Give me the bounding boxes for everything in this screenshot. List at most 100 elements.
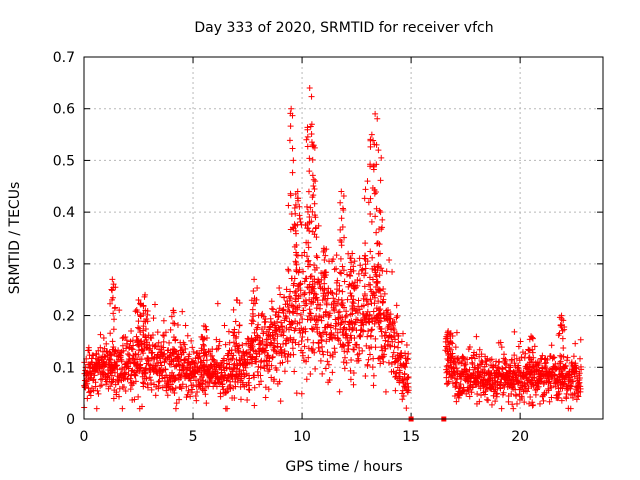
data-point [231,395,238,402]
peak-point [293,259,300,266]
peak-point [171,320,178,327]
peak-point [313,294,320,301]
data-point [529,402,536,409]
data-point [349,325,356,332]
peak-point [292,201,299,208]
data-point [144,384,151,391]
data-point [128,345,135,352]
peak-point [377,306,384,313]
data-point [351,335,358,342]
peak-point [375,287,382,294]
data-point [393,302,400,309]
data-point [220,386,227,393]
data-point [503,361,510,368]
data-point [480,366,487,373]
peak-point [140,310,147,317]
data-point [118,356,125,363]
data-point [326,310,333,317]
peak-point [367,211,374,218]
data-point [97,331,104,338]
peak-point [557,364,564,371]
peak-point [341,304,348,311]
data-point [318,314,325,321]
peak-point [203,334,210,341]
peak-point [289,169,296,176]
peak-point [373,273,380,280]
data-point [196,353,203,360]
peak-point [200,336,207,343]
peak-point [369,254,376,261]
data-point [284,301,291,308]
data-point [251,384,258,391]
data-point [199,381,206,388]
data-point [532,391,539,398]
data-point [277,398,284,405]
peak-point [309,172,316,179]
data-point [176,396,183,403]
data-point [217,393,224,400]
peak-point [348,259,355,266]
peak-point [143,344,150,351]
y-tick-label: 0.6 [53,102,75,118]
data-point [190,348,197,355]
data-point [386,257,393,264]
data-point [232,383,239,390]
data-point [166,353,173,360]
peak-point [108,352,115,359]
data-point [367,333,374,340]
data-point [341,354,348,361]
peak-point [311,144,318,151]
peak-point [312,178,319,185]
data-point [340,359,347,366]
peak-point [287,123,294,130]
peak-point [362,315,369,322]
data-point [362,372,369,379]
data-point [308,315,315,322]
data-point [513,371,520,378]
data-point [557,352,564,359]
data-point [358,267,365,274]
data-point [329,369,336,376]
data-point [366,318,373,325]
data-point [283,286,290,293]
data-point [182,322,189,329]
data-point [221,322,228,329]
data-point [405,350,412,357]
peak-point [340,267,347,274]
data-point [540,397,547,404]
data-point [546,378,553,385]
data-point [280,328,287,335]
peak-point [377,177,384,184]
data-point [139,347,146,354]
data-point [261,348,268,355]
peak-point [307,204,314,211]
peak-point [295,197,302,204]
data-point [341,278,348,285]
data-point [343,308,350,315]
data-point [300,307,307,314]
peak-point [306,168,313,175]
data-point [280,332,287,339]
peak-point [231,329,238,336]
data-point [98,382,105,389]
data-point [370,372,377,379]
data-point [544,356,551,363]
data-point [377,360,384,367]
data-point [492,398,499,405]
data-point [203,357,210,364]
data-point [303,376,310,383]
peak-point [236,322,243,329]
peak-point [367,195,374,202]
data-point [248,360,255,367]
data-point [398,352,405,359]
data-point [513,393,520,400]
peak-point [311,200,318,207]
data-point [86,389,93,396]
peak-point [347,273,354,280]
data-point [160,317,167,324]
peak-point [292,227,299,234]
peak-point [171,346,178,353]
data-point [154,329,161,336]
data-point [146,374,153,381]
data-point [452,360,459,367]
